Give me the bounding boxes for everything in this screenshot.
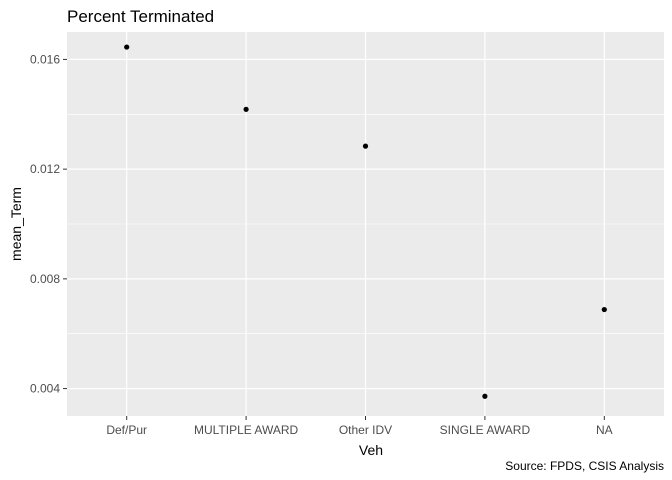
x-axis: Def/Pur MULTIPLE AWARD Other IDV SINGLE AWA… bbox=[106, 416, 613, 437]
major-grid bbox=[67, 32, 664, 416]
x-tick-label: SINGLE AWARD bbox=[440, 423, 531, 437]
y-tick-label: 0.012 bbox=[30, 162, 60, 176]
x-tick-label: Def/Pur bbox=[106, 423, 147, 437]
data-point bbox=[362, 143, 369, 149]
data-point bbox=[601, 306, 607, 313]
chart-title: Percent Terminated bbox=[67, 7, 214, 26]
data-point bbox=[482, 393, 488, 399]
data-point bbox=[124, 44, 130, 50]
chart-caption: Source: FPDS, CSIS Analysis bbox=[505, 459, 664, 473]
x-axis-title: Veh bbox=[359, 442, 383, 458]
y-axis-title: mean_Term bbox=[8, 187, 24, 261]
data-points bbox=[124, 44, 607, 399]
data-point bbox=[243, 106, 249, 112]
x-tick-label: Other IDV bbox=[339, 423, 392, 437]
y-tick-label: 0.004 bbox=[30, 382, 60, 396]
y-tick-label: 0.008 bbox=[30, 272, 60, 286]
x-tick-label: MULTIPLE AWARD bbox=[194, 423, 299, 437]
y-axis: 0.004 0.008 0.012 0.016 bbox=[30, 52, 67, 396]
y-tick-label: 0.016 bbox=[30, 52, 60, 66]
x-tick-label: NA bbox=[596, 423, 613, 437]
